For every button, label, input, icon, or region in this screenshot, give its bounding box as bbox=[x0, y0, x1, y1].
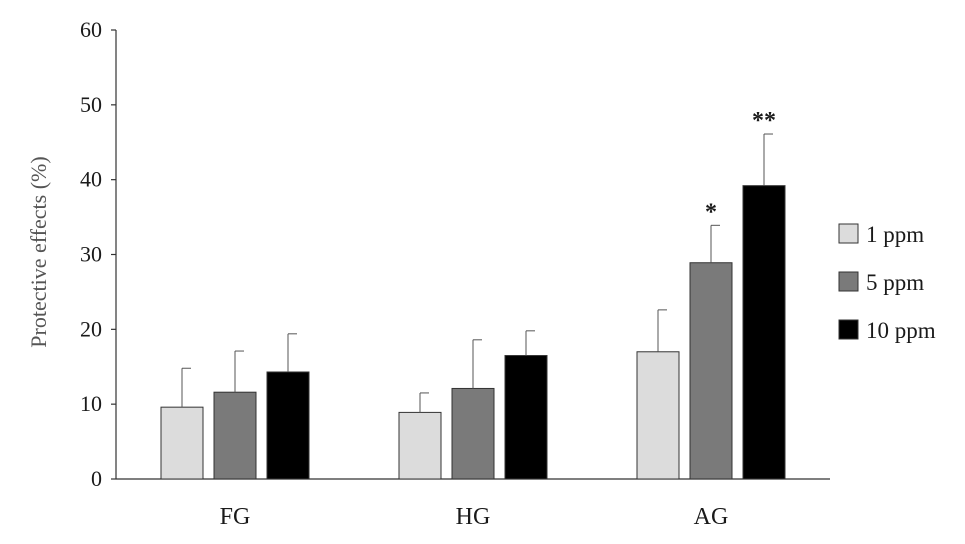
significance-marker: * bbox=[705, 199, 717, 225]
y-axis: 0 10 20 30 40 50 60 bbox=[80, 17, 117, 491]
x-tick-label: HG bbox=[456, 504, 491, 530]
y-tick-label: 60 bbox=[80, 17, 102, 42]
y-tick-label: 30 bbox=[80, 242, 102, 267]
y-tick-label: 0 bbox=[91, 466, 102, 491]
bar-1-ppm-FG bbox=[160, 406, 204, 480]
bar-10-ppm-AG bbox=[742, 185, 786, 480]
x-tick-label: FG bbox=[220, 504, 251, 530]
bar-1-ppm-HG bbox=[398, 411, 442, 480]
bar-5-ppm-FG bbox=[213, 391, 257, 480]
legend-swatch bbox=[838, 223, 859, 244]
significance-marker: ** bbox=[752, 108, 776, 134]
y-tick-label: 50 bbox=[80, 92, 102, 117]
legend-label: 1 ppm bbox=[866, 222, 924, 247]
bar-1-ppm-AG bbox=[636, 351, 680, 480]
y-tick-label: 40 bbox=[80, 167, 102, 192]
bars: *** bbox=[160, 108, 786, 480]
legend-label: 10 ppm bbox=[866, 318, 936, 343]
y-axis-label: Protective effects (%) bbox=[26, 156, 51, 347]
x-tick-label: AG bbox=[694, 504, 729, 530]
y-tick-label: 20 bbox=[80, 316, 102, 341]
legend: 1 ppm 5 ppm 10 ppm bbox=[838, 222, 936, 343]
bar-10-ppm-HG bbox=[504, 355, 548, 480]
legend-swatch bbox=[838, 271, 859, 292]
legend-swatch bbox=[838, 319, 859, 340]
legend-label: 5 ppm bbox=[866, 270, 924, 295]
bar-5-ppm-HG bbox=[451, 387, 495, 480]
bar-10-ppm-FG bbox=[266, 371, 310, 480]
bar-5-ppm-AG bbox=[689, 262, 733, 480]
x-axis: FG HG AG bbox=[116, 478, 830, 530]
y-tick-label: 10 bbox=[80, 391, 102, 416]
